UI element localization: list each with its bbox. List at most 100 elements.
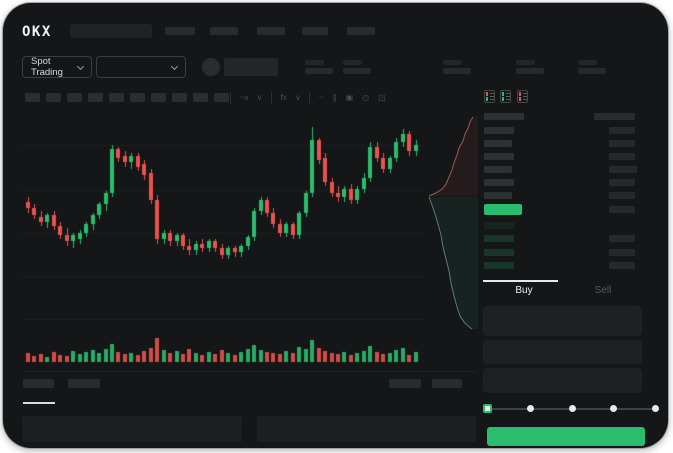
interval-icon[interactable]: ~v (240, 93, 249, 102)
orderbook-header-placeholder (484, 113, 524, 120)
orders-panel-placeholder (257, 416, 476, 442)
bid-price-placeholder (484, 222, 514, 229)
buy-submit-button[interactable] (487, 427, 645, 446)
orderbook-header-placeholder (594, 113, 635, 120)
total-input[interactable] (483, 368, 642, 393)
last-price-highlight (484, 204, 522, 215)
chart-tool-icons: ~v v fx v ~ ∥ ▣ ◷ ◳ (230, 90, 386, 105)
history-icon[interactable]: ◷ (362, 93, 370, 102)
nav-link-placeholder[interactable] (165, 27, 195, 35)
bids-depth-area (429, 197, 478, 329)
stat-value-placeholder (516, 68, 544, 74)
stat-value-placeholder (443, 68, 471, 74)
slider-stop-25pct[interactable] (527, 405, 534, 412)
asks-depth-area (429, 117, 478, 196)
stat-value-placeholder (578, 68, 606, 74)
book-combined-icon[interactable] (484, 90, 495, 103)
pair-name-placeholder (224, 58, 278, 76)
slider-stop-75pct[interactable] (610, 405, 617, 412)
stat-value-placeholder (343, 68, 371, 74)
stat-value-placeholder (305, 68, 333, 74)
chart-type-icon[interactable]: v (257, 93, 262, 102)
stat-label-placeholder (443, 60, 462, 65)
toolbar-separator (308, 91, 310, 104)
bid-price-placeholder (484, 235, 514, 243)
ask-price-placeholder (484, 140, 512, 147)
toolbar-button-placeholder[interactable] (214, 93, 229, 102)
slider-stop-50pct[interactable] (568, 405, 576, 412)
slider-stop-100pct[interactable] (651, 405, 659, 412)
bottom-action-button[interactable] (432, 379, 462, 388)
buy-tab-indicator (483, 280, 558, 282)
bid-amount-placeholder (609, 262, 635, 270)
toolbar-button-placeholder[interactable] (109, 93, 124, 102)
line-tool-icon[interactable]: ~ (318, 93, 324, 102)
tab-buy[interactable]: Buy (515, 285, 533, 296)
price-input[interactable] (483, 306, 642, 336)
market-type-label: Spot Trading (31, 56, 63, 78)
last-amount-placeholder (609, 206, 635, 213)
nav-link-placeholder[interactable] (347, 27, 375, 35)
app-root: OKX Spot Trading ~v v fx v ~ ∥ ▣ ◷ ◳ Buy Sell (3, 3, 668, 448)
book-bids-icon[interactable] (500, 90, 511, 103)
toolbar-separator (230, 91, 231, 104)
chevron-down-icon (170, 62, 179, 70)
bottom-action-button[interactable] (389, 379, 421, 388)
tablet-frame: OKX Spot Trading ~v v fx v ~ ∥ ▣ ◷ ◳ Buy Sell (3, 3, 668, 448)
okx-logo[interactable]: OKX (22, 24, 52, 40)
nav-link-placeholder[interactable] (210, 27, 238, 35)
bid-amount-placeholder (609, 235, 635, 243)
bottom-tab-active[interactable] (23, 379, 54, 388)
toolbar-separator (270, 91, 272, 104)
toolbar-button-placeholder[interactable] (25, 93, 40, 102)
stat-label-placeholder (578, 60, 597, 65)
tab-sell[interactable]: Sell (594, 285, 612, 296)
toolbar-button-placeholder[interactable] (172, 93, 187, 102)
ask-price-placeholder (484, 153, 514, 160)
ask-amount-placeholder (609, 192, 635, 199)
draw-tools-icon[interactable]: ∥ (332, 93, 337, 102)
chevron-down-icon (76, 62, 85, 70)
toolbar-button-placeholder[interactable] (193, 93, 208, 102)
toolbar-button-placeholder[interactable] (88, 93, 103, 102)
amount-input[interactable] (483, 340, 642, 364)
bid-price-placeholder (484, 262, 514, 270)
depth-chart[interactable] (426, 104, 478, 332)
asks-depth-line (428, 116, 474, 197)
book-asks-icon[interactable] (517, 90, 528, 103)
coin-avatar (202, 58, 220, 76)
market-type-select[interactable]: Spot Trading (22, 56, 92, 78)
toolbar-button-placeholder[interactable] (67, 93, 82, 102)
search-input[interactable] (70, 24, 152, 38)
stat-label-placeholder (343, 60, 362, 65)
nav-link-placeholder[interactable] (302, 27, 328, 35)
bottom-tab[interactable] (68, 379, 100, 388)
ask-amount-placeholder (609, 179, 635, 186)
toolbar-button-placeholder[interactable] (46, 93, 61, 102)
compare-icon[interactable]: v (295, 93, 300, 102)
screenshot-icon[interactable]: ▣ (345, 93, 354, 102)
ask-price-placeholder (484, 179, 514, 186)
slider-stop-0pct[interactable] (482, 404, 492, 413)
ask-amount-placeholder (609, 166, 637, 173)
fullscreen-icon[interactable]: ◳ (378, 93, 386, 102)
bids-depth-line (428, 196, 473, 330)
candlestick-chart[interactable] (22, 104, 426, 364)
indicators-icon[interactable]: fx (280, 93, 287, 102)
divider (22, 371, 477, 372)
stat-label-placeholder (516, 60, 535, 65)
active-tab-underline (23, 402, 55, 404)
stat-label-placeholder (305, 60, 324, 65)
ask-price-placeholder (484, 127, 514, 134)
bid-price-placeholder (484, 248, 514, 256)
orders-panel-placeholder (22, 416, 242, 442)
ask-amount-placeholder (609, 127, 635, 134)
ask-price-placeholder (484, 166, 512, 173)
pair-select[interactable] (96, 56, 186, 78)
toolbar-button-placeholder[interactable] (151, 93, 166, 102)
ask-amount-placeholder (609, 153, 635, 160)
ask-price-placeholder (484, 192, 512, 199)
toolbar-button-placeholder[interactable] (130, 93, 145, 102)
nav-link-placeholder[interactable] (257, 27, 285, 35)
bid-amount-placeholder (609, 248, 635, 256)
